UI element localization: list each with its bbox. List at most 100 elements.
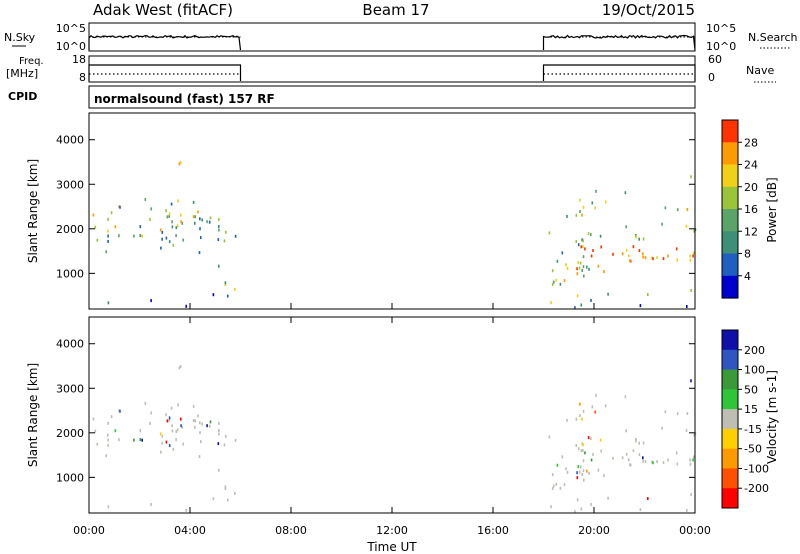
power-cell xyxy=(107,301,110,305)
power-cell xyxy=(675,247,678,251)
velocity-cell xyxy=(180,417,182,421)
velocity-cell xyxy=(566,470,569,474)
velocity-cell xyxy=(199,431,201,435)
power-cell xyxy=(110,211,113,215)
power-cell xyxy=(139,225,142,229)
velocity-colorbar-swatch xyxy=(722,488,738,509)
velocity-cell xyxy=(200,440,202,444)
power-cell xyxy=(584,247,586,251)
power-cell xyxy=(181,221,184,225)
velocity-cell xyxy=(644,460,647,464)
power-cell xyxy=(590,254,593,258)
power-cell xyxy=(224,283,227,287)
velocity-cell xyxy=(198,455,201,459)
power-cell xyxy=(208,220,211,224)
velocity-cell xyxy=(624,395,627,399)
power-cell xyxy=(168,214,170,218)
freq-strip: Freq. [MHz] Nave 18 8 60 0 xyxy=(6,53,776,84)
velocity-cell xyxy=(559,486,562,490)
velocity-cell xyxy=(150,411,152,415)
velocity-cell xyxy=(192,419,195,423)
velocity-cell xyxy=(177,403,179,407)
velocity-colorbar-swatch xyxy=(722,448,738,469)
power-cell xyxy=(149,217,151,221)
velocity-cell xyxy=(563,483,566,487)
power-cell xyxy=(580,245,583,249)
velocity-cell xyxy=(676,412,679,416)
power-cell xyxy=(165,236,168,240)
y-tick-label: 3000 xyxy=(56,382,84,395)
power-cell xyxy=(639,304,642,308)
power-cell xyxy=(198,251,201,255)
velocity-colorbar-tick-label: -100 xyxy=(744,462,769,475)
velocity-cell xyxy=(234,438,237,442)
power-cell xyxy=(644,256,647,260)
velocity-cell xyxy=(149,421,151,425)
power-cell xyxy=(194,215,197,219)
power-cell xyxy=(118,234,120,238)
power-cell xyxy=(182,238,184,242)
velocity-colorbar-tick-label: 200 xyxy=(744,344,765,357)
velocity-cell xyxy=(581,473,583,476)
velocity-cell xyxy=(165,440,168,444)
power-cell xyxy=(581,269,583,272)
cpid-strip: CPID normalsound (fast) 157 RF xyxy=(8,85,696,109)
velocity-cell xyxy=(661,426,663,430)
power-cell xyxy=(676,258,679,262)
velocity-cell xyxy=(234,491,236,495)
power-cell xyxy=(170,202,173,206)
power-colorbar-tick-label: 12 xyxy=(744,225,758,238)
power-cell xyxy=(693,229,695,233)
power-cell xyxy=(171,225,174,229)
velocity-colorbar-swatches xyxy=(722,330,738,509)
velocity-cell xyxy=(627,458,630,462)
velocity-cell xyxy=(180,424,182,428)
velocity-colorbar: 200 100 50 15 -15 -50 -100 -200 Velocity [m s-1… xyxy=(721,329,779,509)
power-cell xyxy=(180,213,182,217)
power-cell xyxy=(580,303,583,307)
power-colorbar-swatch xyxy=(722,209,738,232)
velocity-cell xyxy=(632,449,635,453)
power-cell xyxy=(642,255,644,259)
velocity-y-ticks: 1000 2000 3000 4000 xyxy=(56,338,695,484)
noise-right-tick-bottom: 10^0 xyxy=(706,40,736,53)
power-cell xyxy=(592,249,594,252)
velocity-cell xyxy=(550,505,552,509)
cpid-text: normalsound (fast) 157 RF xyxy=(94,92,275,106)
velocity-colorbar-swatch xyxy=(722,349,738,371)
power-colorbar-label: Power [dB] xyxy=(765,177,779,242)
velocity-cell xyxy=(171,424,173,428)
velocity-cell xyxy=(176,428,179,432)
velocity-colorbar-tick-label: -50 xyxy=(744,443,762,456)
velocity-cell xyxy=(224,485,227,489)
power-cell xyxy=(629,259,631,263)
velocity-cell xyxy=(552,484,555,488)
velocity-cell xyxy=(686,412,689,415)
noise-sky-trace xyxy=(88,34,242,51)
velocity-cell xyxy=(172,447,175,451)
velocity-cell xyxy=(170,406,173,410)
power-cell xyxy=(621,252,624,256)
velocity-cell xyxy=(664,410,667,414)
power-cell xyxy=(218,217,220,221)
power-cell xyxy=(599,234,602,238)
velocity-cell xyxy=(582,469,585,473)
velocity-y-axis-label: Slant Range [km] xyxy=(26,363,40,467)
power-cell xyxy=(159,228,162,232)
power-colorbar-tick-label: 20 xyxy=(744,181,758,194)
power-cell xyxy=(664,206,667,210)
power-cell xyxy=(574,306,576,310)
velocity-colorbar-tick-label: 100 xyxy=(744,364,765,377)
power-colorbar-swatch xyxy=(722,164,738,188)
velocity-cell xyxy=(639,508,642,512)
velocity-cell xyxy=(139,438,142,442)
velocity-cell xyxy=(118,438,120,442)
x-tick-label: 20:00 xyxy=(578,524,610,537)
velocity-cell xyxy=(642,456,644,460)
velocity-cell xyxy=(597,468,600,472)
velocity-cell xyxy=(689,458,691,462)
power-cell xyxy=(185,304,187,308)
power-cell xyxy=(161,237,163,241)
velocity-colorbar-tick-label: 15 xyxy=(744,403,758,416)
